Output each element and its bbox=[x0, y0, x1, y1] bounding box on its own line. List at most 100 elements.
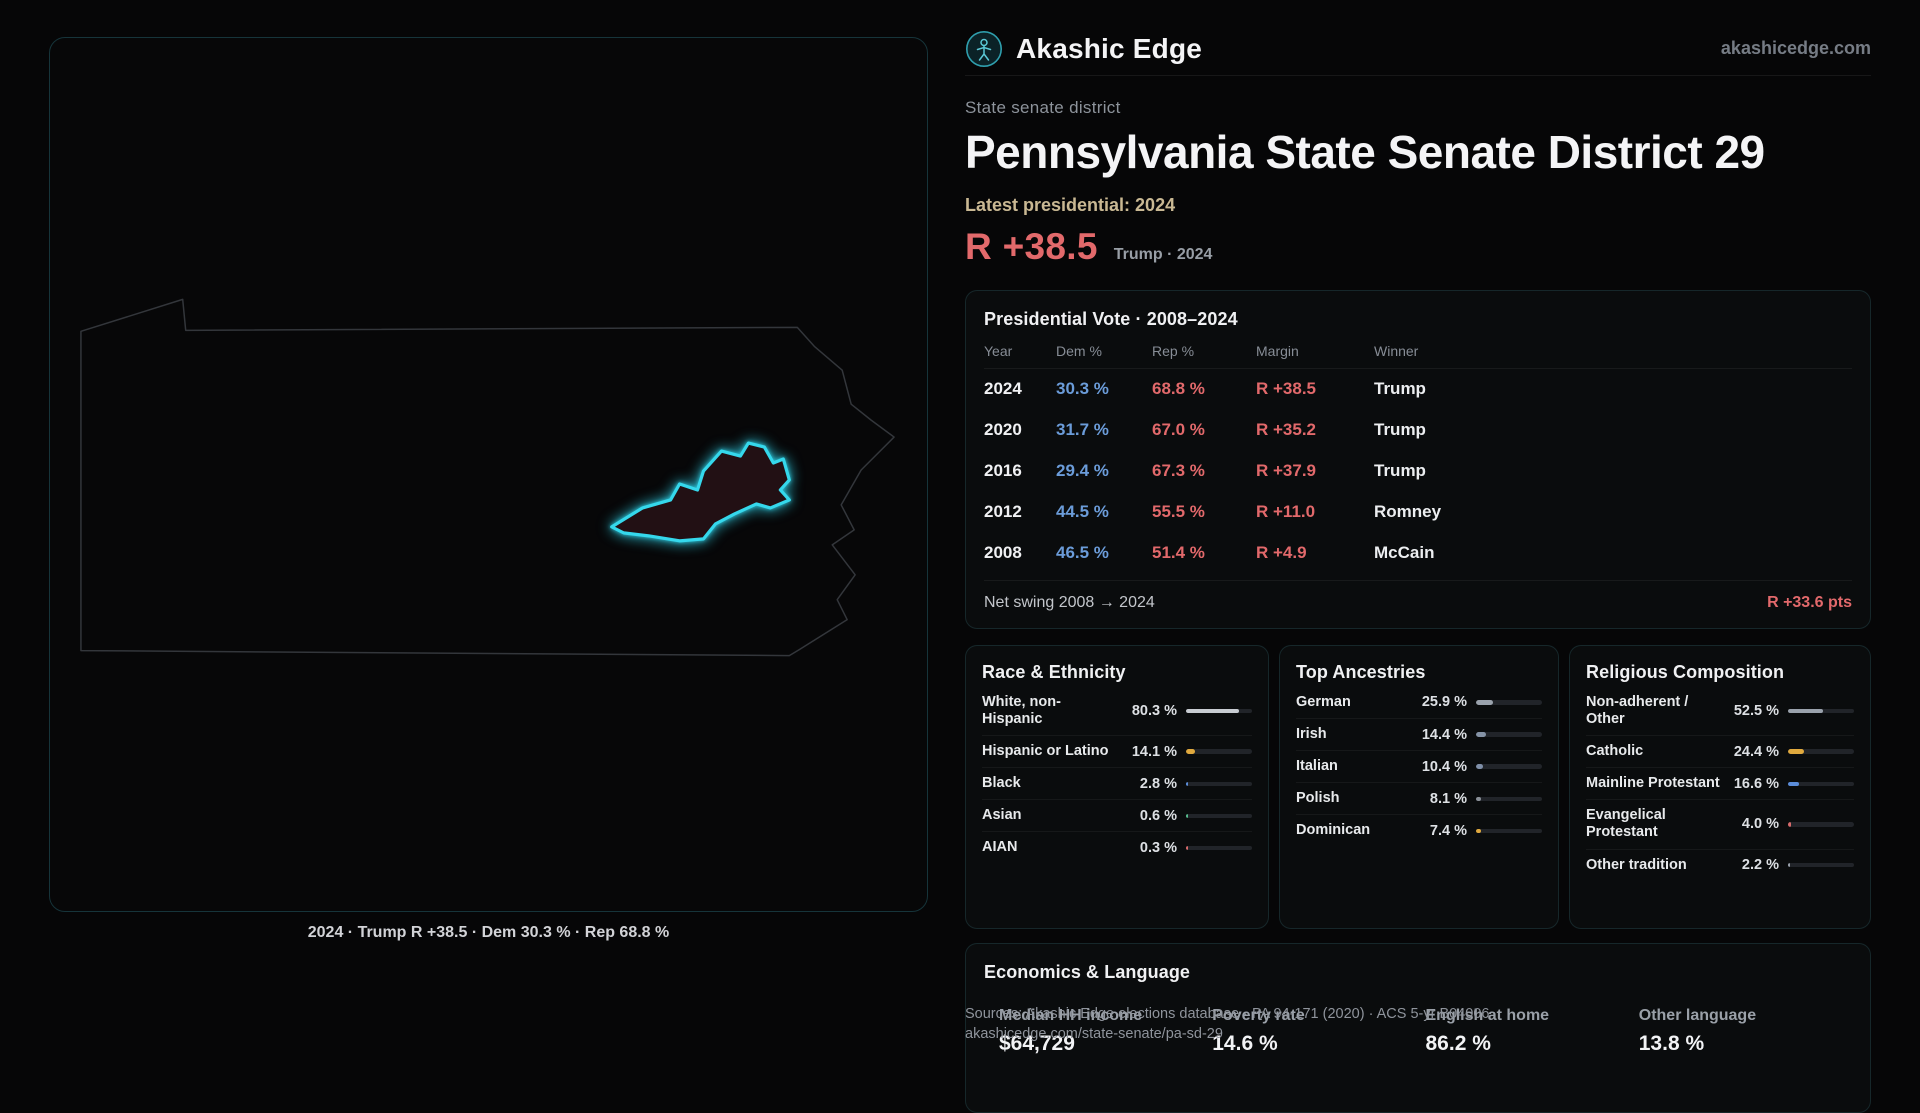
table-row: 2012 44.5 % 55.5 % R +11.0 Romney bbox=[984, 492, 1852, 533]
table-header-row: Year Dem % Rep % Margin Winner bbox=[984, 343, 1852, 369]
permalink[interactable]: akashicedge.com/state-senate/pa-sd-29 bbox=[965, 1026, 1223, 1042]
stat-bar bbox=[1788, 749, 1854, 754]
stat-label: English at home bbox=[1425, 1006, 1550, 1024]
stat-bar bbox=[1788, 862, 1854, 868]
stat-label: Black bbox=[982, 775, 1021, 792]
cell-dem: 30.3 % bbox=[1056, 379, 1109, 399]
stat-row: Italian 10.4 % bbox=[1296, 751, 1542, 784]
net-swing-label: Net swing 2008 → 2024 bbox=[984, 593, 1155, 611]
district-map-panel[interactable] bbox=[49, 37, 928, 912]
margin-row: R +38.5 Trump · 2024 bbox=[965, 226, 1871, 268]
stat-value: 16.6 % bbox=[1733, 775, 1779, 792]
brand-name: Akashic Edge bbox=[1016, 32, 1203, 64]
stat-label: German bbox=[1296, 693, 1351, 710]
stat-value: 2.8 % bbox=[1139, 775, 1177, 792]
cell-year: 2024 bbox=[984, 379, 1022, 399]
stat-bar bbox=[1186, 845, 1252, 851]
cell-rep: 55.5 % bbox=[1152, 502, 1205, 522]
cell-margin: R +11.0 bbox=[1256, 502, 1316, 522]
stat-bar bbox=[1186, 749, 1252, 754]
col-header-winner: Winner bbox=[1374, 342, 1419, 359]
stat-row: Evangelical Protestant 4.0 % bbox=[1586, 800, 1854, 850]
stat-value: $64,729 bbox=[999, 1031, 1075, 1055]
stat-bar bbox=[1186, 708, 1252, 714]
race-ethnicity-card: Race & Ethnicity White, non-Hispanic 80.… bbox=[965, 644, 1269, 929]
stat-row: German 25.9 % bbox=[1296, 687, 1542, 719]
ancestries-card: Top Ancestries German 25.9 % Irish 14.4 … bbox=[1279, 644, 1559, 929]
col-header-dem: Dem % bbox=[1056, 342, 1102, 359]
section-kicker: State senate district bbox=[965, 98, 1121, 117]
stat-bar bbox=[1476, 828, 1542, 834]
stat-value: 14.4 % bbox=[1421, 726, 1467, 743]
latest-presidential-label: Latest presidential: 2024 bbox=[965, 194, 1176, 215]
stat-bar bbox=[1788, 781, 1854, 787]
cell-rep: 51.4 % bbox=[1152, 543, 1205, 563]
stat-value: 13.8 % bbox=[1638, 1031, 1705, 1055]
card-title: Top Ancestries bbox=[1296, 661, 1426, 682]
stat-bar bbox=[1788, 822, 1854, 827]
cell-rep: 68.8 % bbox=[1152, 379, 1205, 399]
card-title: Race & Ethnicity bbox=[982, 661, 1126, 682]
cell-year: 2020 bbox=[984, 420, 1022, 440]
cell-winner: Trump bbox=[1374, 420, 1426, 440]
net-swing-row: Net swing 2008 → 2024 R +33.6 pts bbox=[984, 579, 1852, 612]
stat-bar bbox=[1476, 764, 1542, 769]
cell-margin: R +38.5 bbox=[1256, 379, 1317, 399]
stat-bar bbox=[1186, 813, 1252, 819]
stat-value: 4.0 % bbox=[1741, 816, 1779, 833]
stat-label: Catholic bbox=[1586, 743, 1644, 760]
economics-stats: Median HH income $64,729 Poverty rate 14… bbox=[984, 1007, 1852, 1056]
stat-value: 14.1 % bbox=[1131, 743, 1177, 760]
page-title: Pennsylvania State Senate District 29 bbox=[965, 126, 1765, 178]
district-shape[interactable] bbox=[610, 441, 791, 543]
site-header: Akashic Edge akashicedge.com bbox=[965, 30, 1871, 76]
cell-year: 2012 bbox=[984, 502, 1022, 522]
stat-row: Catholic 24.4 % bbox=[1586, 736, 1854, 769]
cell-margin: R +35.2 bbox=[1256, 420, 1317, 440]
cell-dem: 31.7 % bbox=[1056, 420, 1109, 440]
cell-rep: 67.3 % bbox=[1152, 461, 1205, 481]
stat-value: 25.9 % bbox=[1421, 694, 1467, 711]
detail-column: Akashic Edge akashicedge.com State senat… bbox=[965, 30, 1871, 1113]
stat-row: Other tradition 2.2 % bbox=[1586, 850, 1854, 881]
stat-value: 14.6 % bbox=[1212, 1031, 1278, 1055]
presidential-vote-card: Presidential Vote · 2008–2024 Year Dem %… bbox=[965, 289, 1871, 629]
cell-year: 2008 bbox=[984, 543, 1022, 563]
stat-value: 8.1 % bbox=[1429, 790, 1467, 807]
stat-value: 86.2 % bbox=[1425, 1031, 1491, 1055]
stat-label: Poverty rate bbox=[1212, 1006, 1305, 1024]
cell-winner: McCain bbox=[1374, 543, 1435, 563]
stat-label: Median HH income bbox=[999, 1006, 1143, 1024]
pennsylvania-outline bbox=[80, 298, 895, 657]
card-title: Economics & Language bbox=[984, 961, 1191, 982]
card-title: Presidential Vote · 2008–2024 bbox=[984, 308, 1238, 329]
col-header-year: Year bbox=[984, 342, 1013, 359]
stat-row: Hispanic or Latino 14.1 % bbox=[982, 736, 1252, 769]
stat-row: AIAN 0.3 % bbox=[982, 832, 1252, 863]
cell-winner: Romney bbox=[1374, 502, 1442, 522]
net-swing-value: R +33.6 pts bbox=[1767, 593, 1852, 611]
map-caption: 2024 · Trump R +38.5 · Dem 30.3 % · Rep … bbox=[307, 924, 670, 941]
stat-row: Black 2.8 % bbox=[982, 768, 1252, 801]
stat-value: 0.3 % bbox=[1139, 839, 1177, 856]
stat-bar bbox=[1476, 700, 1542, 705]
demographics-row: Race & Ethnicity White, non-Hispanic 80.… bbox=[965, 644, 1871, 929]
stat-row: Non-adherent / Other 52.5 % bbox=[1586, 687, 1854, 737]
econ-stat: Poverty rate 14.6 % bbox=[1212, 1007, 1425, 1056]
econ-stat: Median HH income $64,729 bbox=[999, 1007, 1212, 1056]
sources-footer: Sources: Akashic Edge elections database… bbox=[965, 1004, 1489, 1044]
cell-year: 2016 bbox=[984, 461, 1022, 481]
col-header-rep: Rep % bbox=[1152, 342, 1195, 359]
stat-label: Evangelical Protestant bbox=[1586, 807, 1666, 841]
stat-bar bbox=[1476, 796, 1542, 802]
table-row: 2020 31.7 % 67.0 % R +35.2 Trump bbox=[984, 410, 1852, 451]
stat-value: 24.4 % bbox=[1733, 743, 1779, 760]
cell-margin: R +37.9 bbox=[1256, 461, 1317, 481]
stat-value: 2.2 % bbox=[1741, 857, 1779, 874]
cell-margin: R +4.9 bbox=[1256, 543, 1307, 563]
brand-logo-icon bbox=[965, 30, 1003, 67]
stat-label: Asian bbox=[982, 807, 1022, 824]
stat-label: Other language bbox=[1638, 1006, 1757, 1024]
site-link[interactable]: akashicedge.com bbox=[1720, 38, 1871, 58]
stat-value: 52.5 % bbox=[1733, 703, 1779, 719]
